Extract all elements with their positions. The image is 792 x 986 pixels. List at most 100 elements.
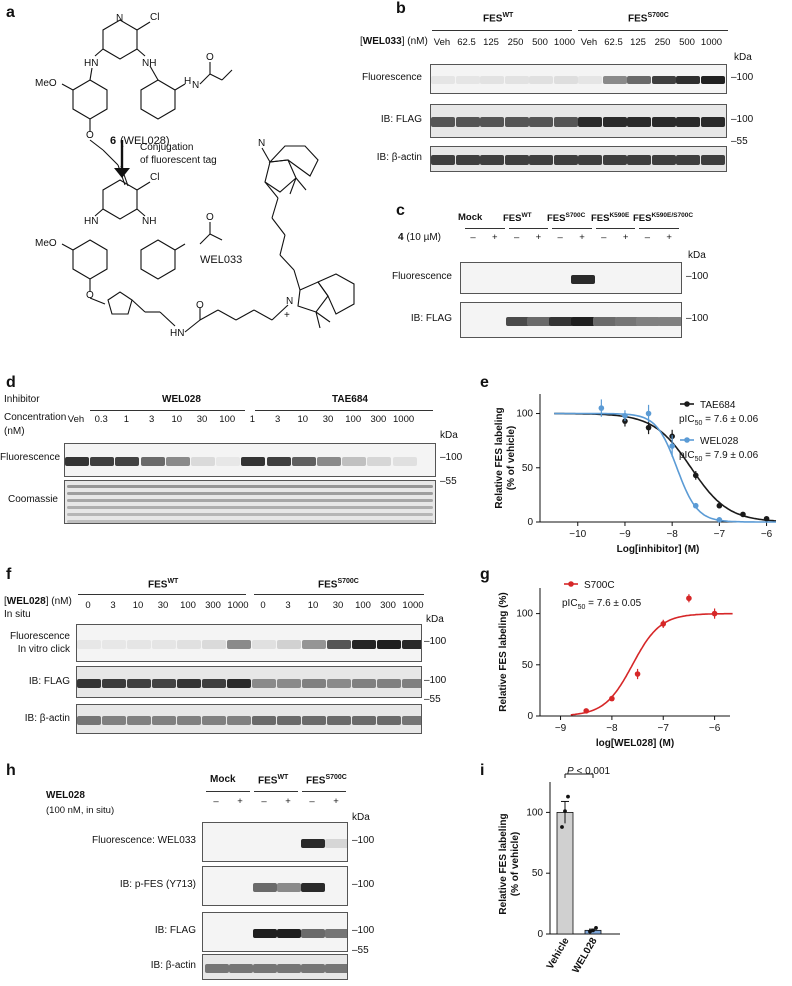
- d-row0-band: [115, 456, 140, 466]
- b-row1-band: [651, 117, 676, 127]
- e-y-tick-label: 0: [527, 517, 533, 528]
- atom-nh-1: NH: [142, 58, 157, 69]
- e-y-axis-label-2: (% of vehicle): [506, 426, 517, 490]
- atom-o-1: O: [206, 52, 214, 63]
- c-row1-band: [614, 316, 639, 326]
- f-mw: –100: [424, 675, 447, 686]
- h-row1-band: [253, 882, 277, 892]
- c-group-name: FES: [547, 213, 566, 225]
- d-coomassie-band: [67, 513, 433, 516]
- d-row0-band: [65, 456, 89, 466]
- h-row0-band: [301, 838, 325, 848]
- f-col-label: 3: [110, 600, 116, 611]
- d-row0-band: [90, 456, 115, 466]
- b-row1-band: [529, 117, 553, 127]
- f-row1-band: [152, 678, 176, 688]
- b-row2-band: [529, 155, 553, 165]
- h-row0-band: [325, 838, 347, 848]
- f-col-label: 3: [285, 600, 291, 611]
- atom-h-1: H: [184, 76, 192, 87]
- f-group-line-wt: [78, 594, 246, 595]
- f-group-line-mut: [254, 594, 424, 595]
- h-group-label: Mock: [210, 774, 236, 785]
- h-mw: –100: [352, 835, 375, 846]
- f-row0-blot: [76, 624, 422, 662]
- f-row-label-1: Fluorescence: [9, 631, 70, 642]
- atom-o-2: O: [86, 130, 94, 141]
- d-group2: TAE684: [332, 394, 368, 405]
- b-row1-band: [553, 117, 578, 127]
- d-inhibitor-label: Inhibitor: [4, 394, 40, 405]
- f-col-label: 1000: [227, 600, 249, 611]
- f-row2-band: [352, 715, 376, 725]
- c-kda: kDa: [688, 250, 706, 261]
- i-y-tick-label: 50: [532, 868, 544, 879]
- c-group-label: FESS700C: [547, 212, 585, 224]
- d-coomassie-band: [67, 485, 433, 488]
- g-x-tick-label: −6: [709, 723, 721, 734]
- b-group-line-mut: [578, 30, 728, 31]
- g-y-tick-label: 50: [522, 660, 534, 671]
- h-row3-band: [205, 963, 229, 973]
- f-row-label: IB: β-actin: [0, 712, 70, 725]
- d-col-label: 100: [345, 414, 362, 425]
- panel-label-h: h: [6, 762, 16, 779]
- f-col-label: 300: [380, 600, 396, 611]
- b-row2-band: [578, 155, 602, 165]
- c-group-line: [552, 228, 592, 229]
- f-col-label: 0: [260, 600, 266, 611]
- h-row3-band: [229, 963, 253, 973]
- b-row0-band: [602, 76, 627, 84]
- d-row0-band: [140, 456, 165, 466]
- pic50-label-1: pIC50 = 7.6 ± 0.06: [679, 414, 759, 427]
- f-row0-band: [277, 639, 301, 649]
- d-row0-band: [367, 456, 392, 466]
- b-row0-band: [455, 76, 480, 84]
- c-sign: +: [666, 232, 672, 243]
- f-col-label: 10: [132, 600, 144, 611]
- b-row0-band: [676, 76, 700, 84]
- f-row1-band: [202, 678, 226, 688]
- f-group-wt-text: FES: [148, 579, 168, 591]
- h-row-label: IB: p-FES (Y713): [119, 879, 196, 890]
- panel-label-a: a: [6, 4, 15, 21]
- f-row1-band: [177, 678, 201, 688]
- b-row0-band: [553, 76, 578, 84]
- f-row2-band: [177, 715, 201, 725]
- d-row-label: Coomassie: [7, 494, 58, 505]
- g-point: [711, 610, 718, 617]
- f-row1-band: [377, 678, 401, 688]
- arrow-label-1: Conjugation: [140, 142, 194, 153]
- b-row1-band: [431, 117, 455, 127]
- e-y-tick-label: 100: [516, 409, 533, 420]
- atom-cl-1: Cl: [150, 12, 160, 23]
- c-treat-bold: 4: [398, 232, 404, 243]
- f-row1-band: [102, 678, 126, 688]
- c-row-label: IB: FLAG: [410, 313, 452, 324]
- i-datapoint: [563, 809, 567, 814]
- d-group-line2: [255, 410, 433, 411]
- f-row2-band: [402, 715, 421, 725]
- d-kda: kDa: [440, 430, 458, 441]
- c-mw: –100: [686, 313, 709, 324]
- i-bar-Vehicle: [556, 812, 574, 935]
- g-fit-curve: [570, 612, 733, 716]
- b-row2-blot: [430, 146, 727, 172]
- b-row2-band: [480, 155, 504, 165]
- atom-n-1: N: [116, 13, 124, 24]
- d-row0-band: [317, 456, 341, 466]
- b-col-label: Veh: [580, 37, 598, 48]
- h-row1-band: [301, 882, 325, 892]
- f-col-label: 100: [355, 600, 371, 611]
- f-group-mut: FESS700C: [318, 578, 359, 590]
- d-coomassie-band: [67, 506, 433, 509]
- c-treat-label: 4 (10 µM): [398, 232, 441, 243]
- b-row0-band: [480, 76, 504, 84]
- c-row1-band: [549, 316, 574, 326]
- d-coomassie-band: [67, 499, 433, 502]
- h-group-label: FESS700C: [306, 774, 347, 786]
- b-row1-band: [700, 117, 725, 127]
- b-row2-band: [676, 155, 700, 165]
- c-group-name: FES: [633, 213, 652, 225]
- f-row-label-1: IB: FLAG: [28, 676, 70, 687]
